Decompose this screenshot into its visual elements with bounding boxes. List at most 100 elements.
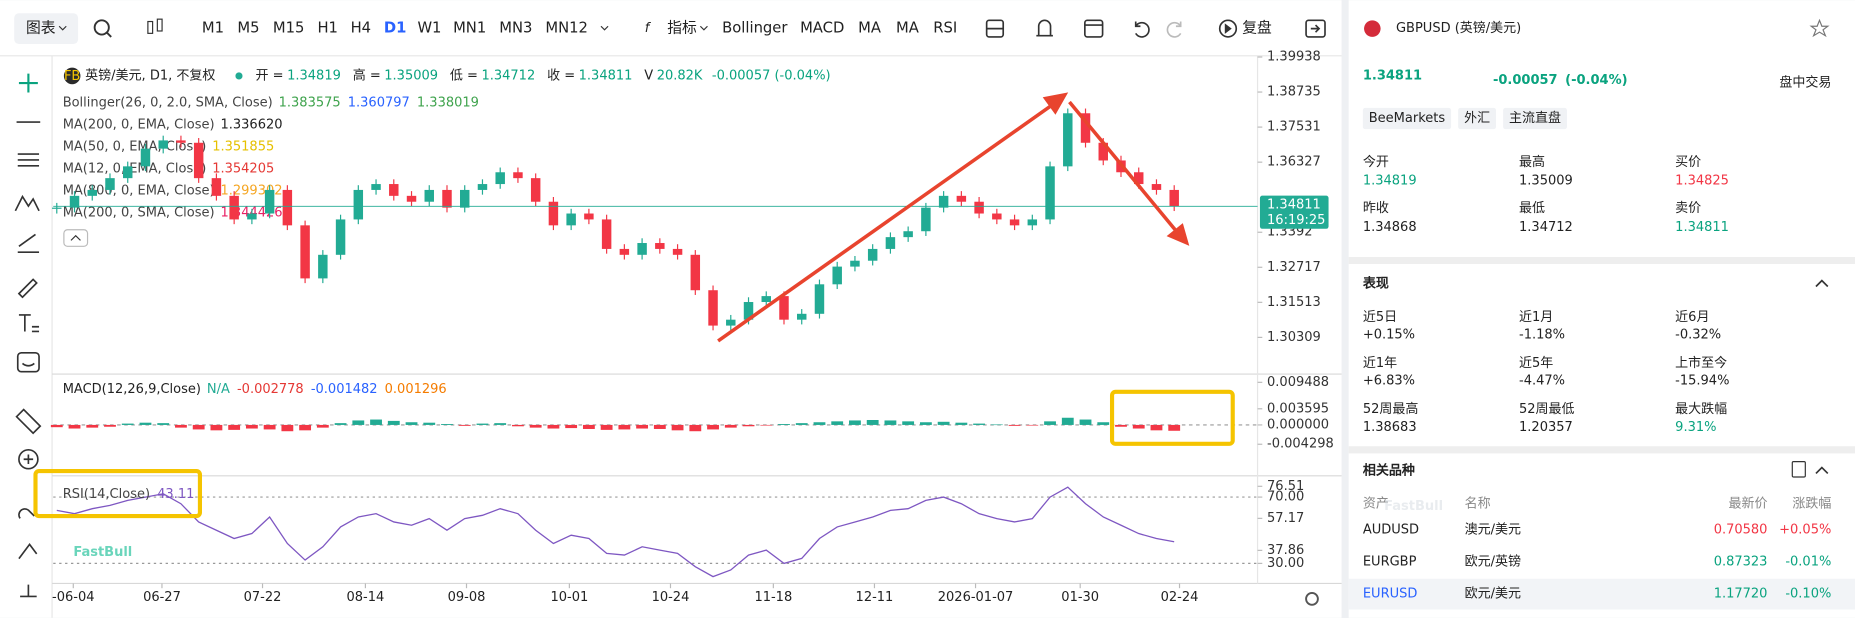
indicators-menu[interactable]: 指标: [667, 20, 697, 37]
indicator-button[interactable]: Bollinger: [722, 20, 788, 37]
related-cell: 0.70580: [1714, 523, 1768, 538]
x-tick-label: 10-01: [550, 590, 588, 605]
chart-menu-button[interactable]: [14, 13, 79, 44]
perf-label: 52周最低: [1519, 402, 1575, 417]
candle: [690, 254, 701, 291]
histogram-bar: [228, 424, 241, 430]
change-value: -0.00057 (-0.04%): [712, 68, 831, 83]
timeframe-button[interactable]: MN12: [545, 20, 588, 37]
y-tick-label: 1.30309: [1267, 330, 1321, 345]
related-cell: -0.01%: [1785, 555, 1831, 570]
candle: [247, 213, 257, 220]
perf-label: 上市至今: [1675, 355, 1727, 371]
indicator-button[interactable]: MACD: [800, 20, 844, 37]
candle: [761, 296, 771, 303]
timeframe-button[interactable]: MN1: [453, 20, 486, 37]
timeframe-button[interactable]: W1: [417, 20, 441, 37]
histogram-bar: [636, 424, 649, 429]
timeframe-button[interactable]: H4: [351, 20, 372, 37]
histogram-bar: [299, 424, 312, 431]
ohlc-value: 1.35009: [384, 68, 438, 83]
timeframe-button[interactable]: M5: [237, 20, 259, 37]
y-tick-label: 0.000000: [1267, 417, 1329, 432]
ohlc-label: 高 =: [353, 67, 381, 83]
related-cell[interactable]: EURUSD: [1363, 587, 1418, 602]
current-price-tag: [1259, 195, 1329, 229]
histogram-bar: [352, 420, 365, 425]
x-tick-label: 09-08: [448, 590, 486, 605]
timeframe-button[interactable]: H1: [317, 20, 338, 37]
related-cell[interactable]: AUDUSD: [1363, 523, 1419, 538]
candle: [672, 248, 683, 255]
indicator-value: 1.351855: [212, 140, 274, 155]
settings-icon[interactable]: [1305, 591, 1319, 606]
histogram-bar: [795, 423, 808, 425]
chart-menu[interactable]: 图表: [26, 20, 56, 37]
candle: [726, 319, 736, 326]
indicator-button[interactable]: RSI: [933, 20, 957, 37]
indicator-value: 1.360797: [348, 96, 410, 111]
candle: [992, 213, 1002, 220]
histogram-bar: [990, 424, 1003, 426]
column-header: 名称: [1465, 496, 1491, 512]
candle: [513, 172, 523, 179]
quote-panel: [1348, 0, 1855, 618]
related-cell: -0.10%: [1785, 587, 1831, 602]
candle: [619, 248, 630, 255]
column-header: 涨跌幅: [1792, 496, 1831, 512]
perf-value: 1.20357: [1519, 420, 1573, 435]
histogram-bar: [494, 423, 507, 425]
collapse-icon[interactable]: [1815, 466, 1829, 475]
histogram-bar: [1061, 417, 1074, 425]
timeframe-button[interactable]: MN3: [499, 20, 532, 37]
drawing-tools[interactable]: [14, 73, 42, 598]
y-tick-label: 1.36327: [1267, 155, 1321, 170]
histogram-bar: [565, 424, 578, 429]
volume-value: 20.82K: [657, 68, 703, 83]
x-tick-label: 08-14: [347, 590, 385, 605]
search-icon[interactable]: [93, 19, 110, 36]
histogram-bar: [86, 424, 99, 428]
histogram-bar: [476, 423, 489, 425]
indicator-button[interactable]: MA: [896, 20, 919, 37]
chevron: [70, 234, 81, 241]
candle: [832, 266, 842, 285]
collapse-button[interactable]: [63, 229, 89, 247]
session: 盘中交易: [1779, 75, 1831, 91]
perf-value: -15.94%: [1675, 374, 1729, 389]
histogram-bar: [192, 424, 205, 430]
stat-label: 昨收: [1363, 201, 1389, 216]
perf-value: 1.38683: [1363, 420, 1417, 435]
timeframe-button[interactable]: D1: [384, 20, 407, 37]
list-icon[interactable]: [1791, 461, 1806, 478]
candle: [52, 207, 62, 209]
fx-icon[interactable]: f: [645, 21, 652, 36]
price-change-pct: (-0.04%): [1565, 73, 1627, 88]
histogram-bar: [1079, 419, 1092, 425]
indicator-name: MA(50, 0, EMA, Close): [63, 140, 207, 155]
indicator-button[interactable]: MA: [858, 20, 881, 37]
histogram-bar: [263, 424, 276, 430]
current-price: 1.34811: [1267, 198, 1321, 213]
perf-value: -1.18%: [1519, 328, 1565, 343]
collapse-icon[interactable]: [1815, 279, 1829, 288]
chevron[interactable]: [600, 25, 609, 31]
favorite-star[interactable]: [1809, 18, 1830, 38]
candle: [1027, 219, 1038, 226]
ohlc-label: 开 =: [256, 68, 284, 83]
timeframe-button[interactable]: M15: [273, 20, 305, 37]
candle: [814, 284, 825, 314]
histogram-bar: [334, 423, 347, 425]
stat-value: 1.34819: [1363, 174, 1417, 189]
timeframe-button[interactable]: M1: [202, 20, 224, 37]
perf-value: -4.47%: [1519, 374, 1565, 389]
perf-value: 9.31%: [1675, 420, 1716, 435]
replay-button[interactable]: 复盘: [1242, 19, 1272, 37]
related-cell[interactable]: EURGBP: [1363, 555, 1417, 570]
symbol: GBPUSD (英镑/美元): [1396, 20, 1521, 36]
candle-icon[interactable]: [147, 18, 163, 34]
candle: [956, 195, 967, 202]
toolbar-icons[interactable]: [985, 19, 1326, 38]
histogram-bar: [919, 422, 932, 425]
